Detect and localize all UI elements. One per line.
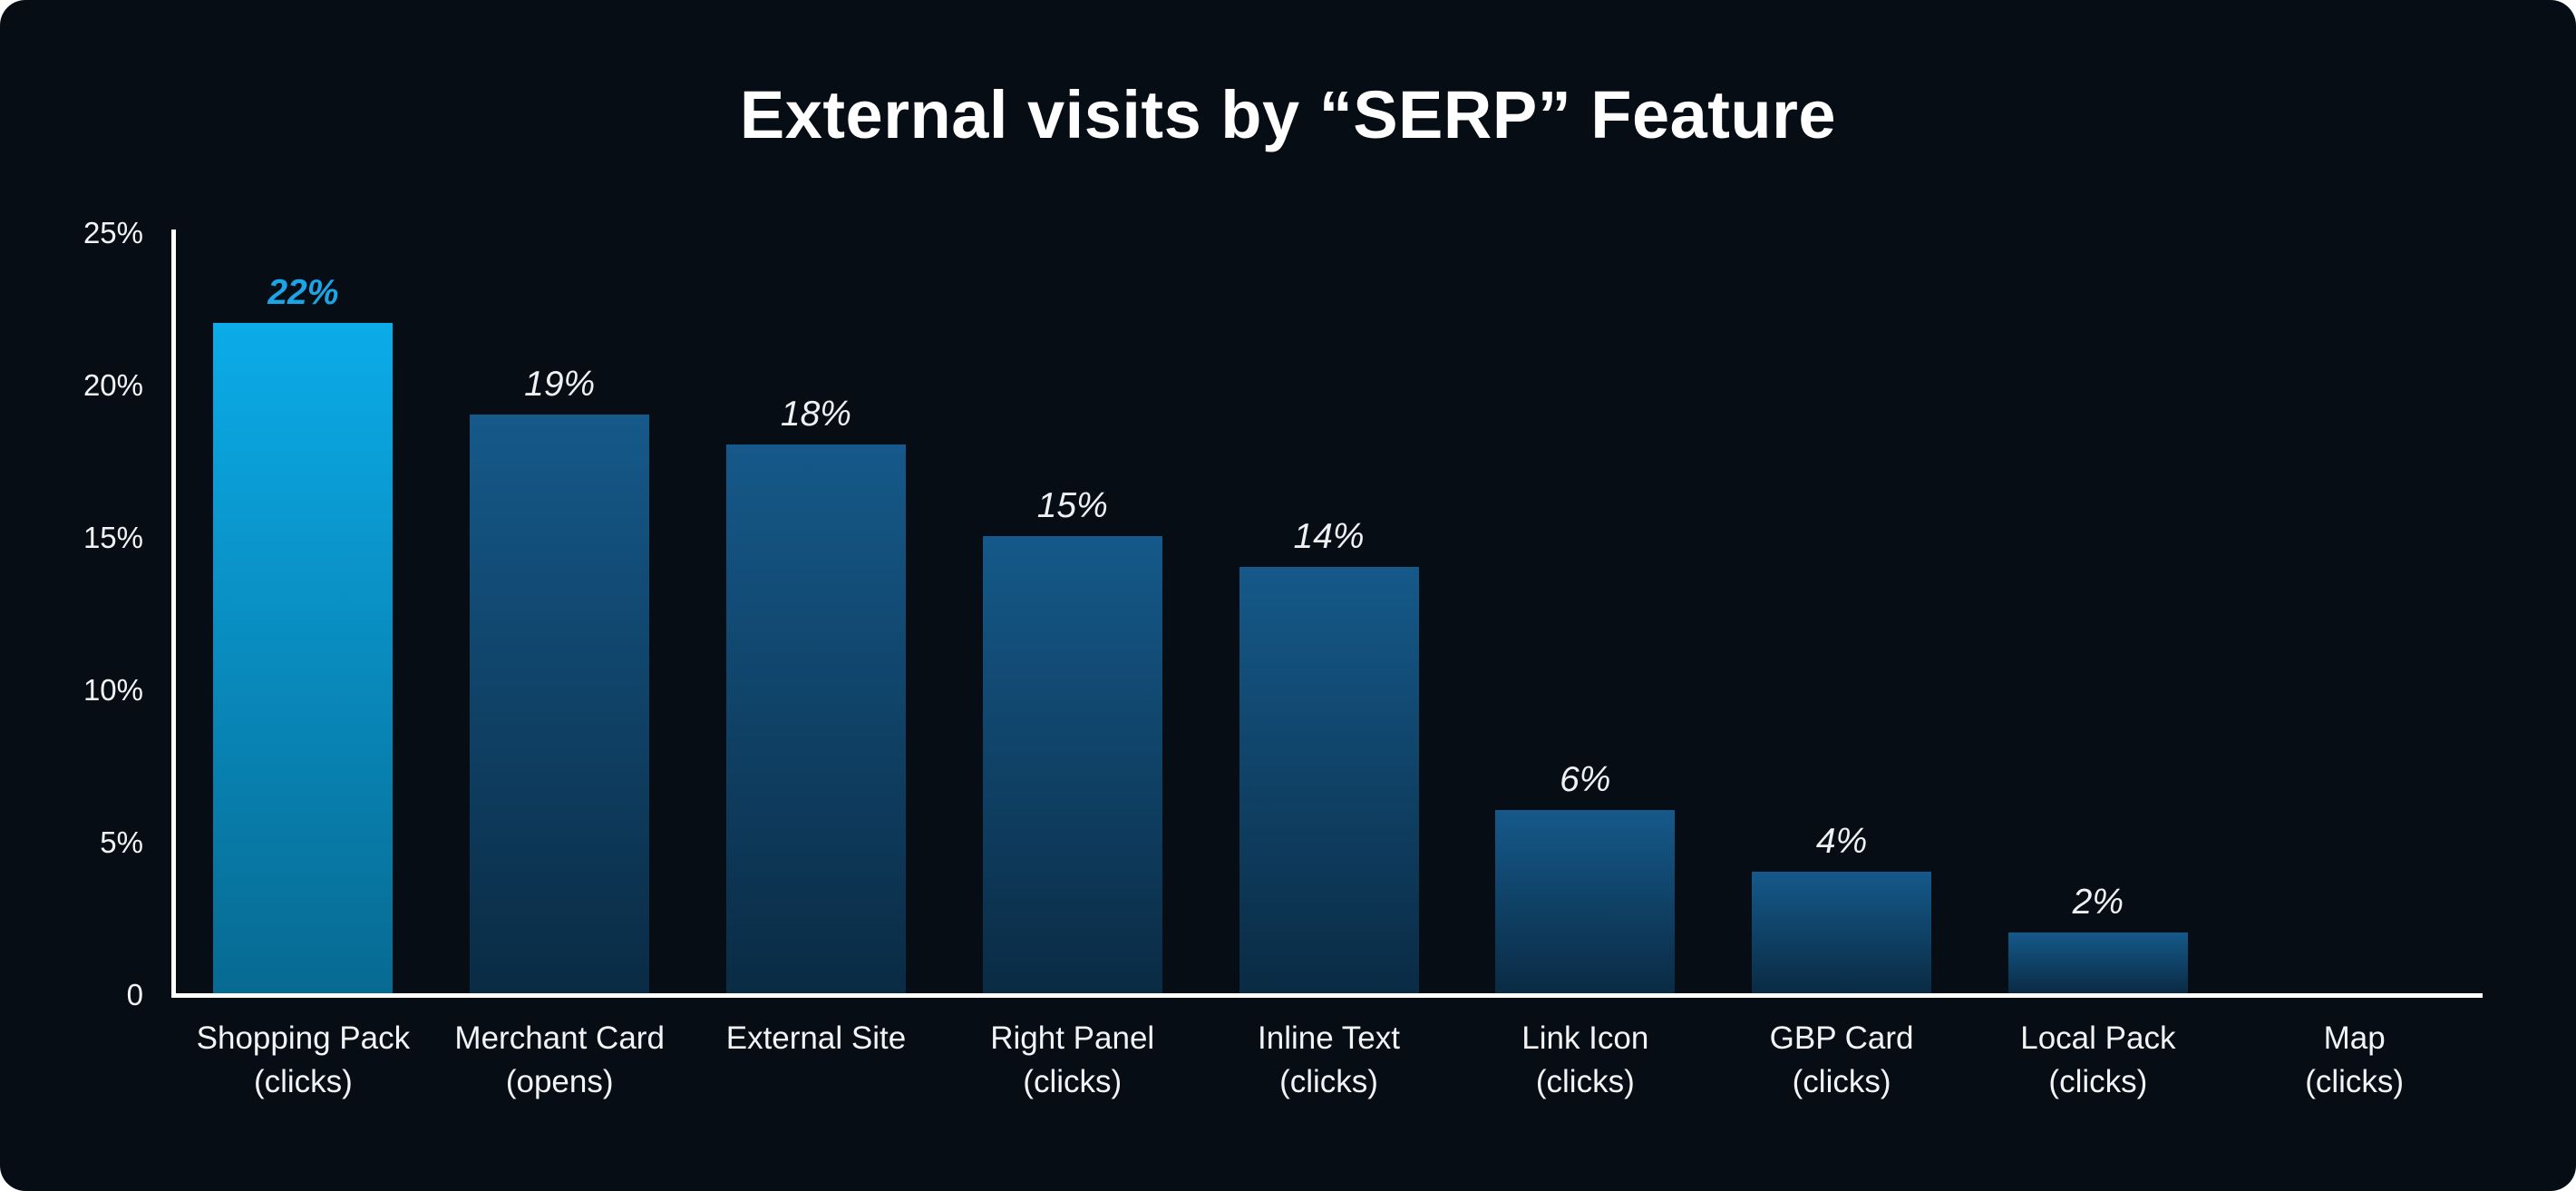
bar-value-label: 2% (2072, 883, 2124, 923)
y-axis-line (171, 229, 176, 998)
bar-value-label: 15% (1036, 486, 1108, 526)
category-label: Local Pack (clicks) (1969, 1017, 2226, 1104)
category-label-line: Merchant Card (454, 1020, 665, 1056)
bar-value-label: 6% (1560, 760, 1611, 800)
category-label-line: (clicks) (1792, 1064, 1891, 1099)
bar-value-label: 4% (1815, 822, 1868, 862)
chart-title: External visits by “SERP” Feature (739, 77, 1837, 152)
category-label-line: (clicks) (1023, 1064, 1123, 1099)
y-tick-label: 20% (83, 368, 143, 402)
bar (2007, 932, 2188, 993)
bar-slot: 15% (944, 229, 1201, 993)
category-label-line: Inline Text (1258, 1020, 1400, 1056)
category-label-line: Map (2323, 1020, 2386, 1056)
bar-slot: 19% (432, 229, 688, 993)
category-label: Merchant Card (opens) (432, 1017, 688, 1104)
category-label: GBP Card (clicks) (1714, 1017, 1970, 1104)
category-label: External Site (688, 1017, 945, 1104)
category-label-line: (clicks) (253, 1064, 353, 1099)
category-label: Right Panel (clicks) (944, 1017, 1201, 1104)
bar (213, 323, 394, 993)
bars-area: 22% 19% 18% 15% 14% 6% 4% 2% (175, 229, 2483, 993)
category-label-line: Local Pack (2020, 1020, 2176, 1056)
category-label-line: (clicks) (1535, 1064, 1635, 1099)
bar (1239, 567, 1419, 993)
y-tick-label: 0 (126, 978, 143, 1011)
y-tick-label: 25% (83, 216, 143, 249)
category-label-line: (clicks) (2305, 1064, 2405, 1099)
bar-value-label: 14% (1293, 517, 1365, 557)
bar (725, 444, 906, 993)
category-label: Shopping Pack (clicks) (175, 1017, 432, 1104)
category-label-line: GBP Card (1769, 1020, 1914, 1056)
category-label: Link Icon (clicks) (1457, 1017, 1714, 1104)
bar-slot: 22% (175, 229, 432, 993)
category-label-line: (opens) (505, 1064, 614, 1099)
y-tick-label: 10% (83, 673, 143, 707)
category-label-line: Link Icon (1521, 1020, 1649, 1056)
bar-slot: 6% (1457, 229, 1714, 993)
category-label-line: (clicks) (1279, 1064, 1378, 1099)
bar-slot: 14% (1201, 229, 1457, 993)
bar (1495, 810, 1676, 993)
bar-slot: 18% (688, 229, 945, 993)
bar-slot: 4% (1714, 229, 1970, 993)
category-label-line: Right Panel (990, 1020, 1155, 1056)
bar (470, 415, 650, 993)
category-label: Inline Text (clicks) (1201, 1017, 1457, 1104)
y-tick-label: 15% (83, 521, 143, 554)
x-axis-category-labels: Shopping Pack (clicks) Merchant Card (opens… (175, 1017, 2483, 1104)
bar (1752, 872, 1932, 993)
y-axis-ticks: 0 5% 10% 15% 20% 25% (27, 216, 143, 1037)
bar-slot: 2% (1969, 229, 2226, 993)
plot-area: 22% 19% 18% 15% 14% 6% 4% 2% (171, 229, 2483, 998)
category-label-line: Shopping Pack (196, 1020, 411, 1056)
category-label-line: External Site (725, 1020, 907, 1056)
category-label-line: (clicks) (2048, 1064, 2148, 1099)
bar-value-label: 19% (524, 365, 596, 405)
bar-value-label: 22% (267, 273, 339, 313)
bar (982, 536, 1162, 993)
x-axis-line (171, 993, 2483, 998)
category-label: Map (clicks) (2226, 1017, 2483, 1104)
bar-value-label: 18% (780, 395, 851, 434)
bar-slot (2226, 229, 2483, 993)
y-tick-label: 5% (100, 825, 143, 859)
